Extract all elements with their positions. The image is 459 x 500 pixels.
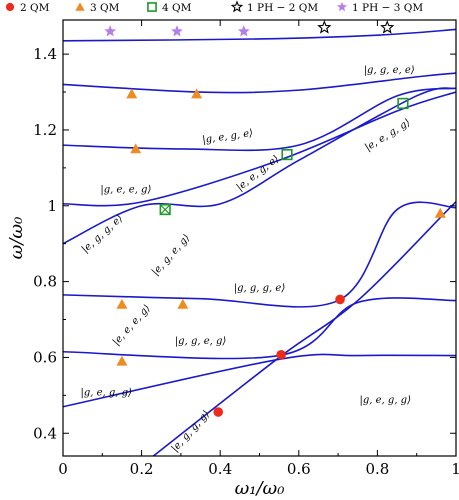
legend-label: 4 QM (162, 2, 192, 14)
marker-3qm (177, 298, 189, 309)
legend-item: 1 PH − 2 QM (230, 0, 318, 14)
y-tick-label: 0.6 (33, 348, 57, 366)
series-line (63, 87, 456, 245)
marker-cross (159, 204, 171, 215)
marker-2qm (276, 349, 286, 360)
state-label: |g, e, g, g⟩ (80, 387, 132, 398)
legend-item: 2 QM (5, 2, 50, 14)
legend: 2 QM 3 QM 4 QM 1 PH − 2 QM 1 PH − 3 QM (5, 0, 423, 14)
state-label: |e, g, e, g⟩ (150, 233, 192, 278)
plot-markers (104, 20, 446, 417)
y-axis-label: ω/ω₀ (6, 217, 27, 260)
series-line (152, 200, 456, 456)
x-tick-label: 0.6 (287, 460, 311, 478)
series-line (63, 201, 456, 308)
marker-2qm (213, 407, 224, 417)
marker-4qm (397, 97, 409, 110)
marker-2qm (5, 2, 15, 12)
marker-3qm (130, 143, 142, 154)
x-tick-label: 0.4 (208, 460, 232, 478)
legend-label: 3 QM (90, 2, 120, 14)
series-line (63, 353, 456, 408)
state-label: |e, g, g, g⟩ (170, 409, 213, 455)
marker-3qm (75, 2, 85, 11)
marker-3qm (116, 298, 128, 309)
x-tick-label: 1 (451, 460, 459, 478)
series-line (63, 72, 456, 94)
marker-3qm (191, 88, 203, 99)
y-tick-label: 1.4 (33, 45, 57, 63)
x-tick-label: 0.8 (365, 460, 389, 478)
marker-4qm (147, 2, 157, 12)
series-line (63, 297, 456, 360)
marker-4qm (159, 203, 171, 216)
state-label: |g, e, g, g⟩ (360, 395, 412, 406)
marker-3qm (126, 88, 138, 99)
legend-item: 1 PH − 3 QM (336, 1, 423, 14)
y-tick-label: 1 (47, 197, 57, 215)
marker-1ph-2qm (230, 0, 244, 13)
y-tick-label: 1.2 (33, 121, 57, 139)
state-label: |g, e, g, e⟩ (202, 128, 254, 146)
y-tick-label: 0.4 (33, 424, 57, 442)
legend-item: 4 QM (147, 2, 192, 14)
marker-1ph-3qm (336, 1, 348, 12)
y-tick-label: 0.8 (33, 273, 57, 291)
marker-1ph-3qm (237, 25, 250, 37)
x-tick-label: 0 (58, 460, 68, 478)
marker-3qm (116, 355, 128, 366)
series-line (63, 87, 456, 152)
marker-1ph-2qm (317, 20, 332, 34)
state-label: |e, e, e, g⟩ (111, 303, 153, 348)
x-axis-label: ω₁/ω₀ (235, 478, 285, 499)
legend-item: 3 QM (75, 2, 120, 14)
state-label: |e, g, g, e⟩ (80, 213, 125, 255)
marker-3qm (434, 207, 446, 218)
state-label: |g, g, e, g⟩ (175, 336, 227, 347)
x-tick-label: 0.2 (130, 460, 154, 478)
marker-1ph-3qm (104, 25, 117, 37)
marker-4qm (281, 148, 293, 161)
legend-label: 1 PH − 3 QM (352, 2, 423, 14)
legend-label: 2 QM (20, 2, 50, 14)
legend-label: 1 PH − 2 QM (247, 2, 318, 14)
series-line (63, 28, 456, 42)
state-label: |g, e, e, g⟩ (100, 185, 151, 196)
axes: 0 0.2 0.4 0.6 0.8 1 0.4 0.6 0.8 1 1.2 1.4 (33, 20, 459, 478)
marker-1ph-3qm (171, 25, 183, 37)
state-label: |g, g, g, e⟩ (234, 283, 286, 294)
state-label: |g, g, e, e⟩ (364, 65, 415, 76)
marker-2qm (335, 294, 345, 305)
marker-1ph-2qm (380, 20, 395, 34)
